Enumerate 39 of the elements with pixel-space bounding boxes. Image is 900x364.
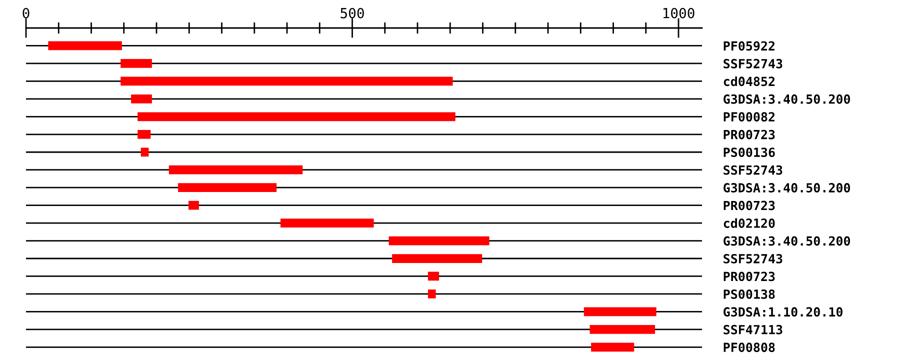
y-tick-label: PS00136	[724, 148, 775, 158]
x-tick-label: 0	[22, 8, 30, 18]
bar	[591, 342, 634, 352]
y-tick-label: G3DSA:3.40.50.200	[724, 236, 850, 246]
x-tick-label: 1000	[663, 8, 694, 18]
y-tick-label: PF05922	[724, 41, 774, 51]
bar	[48, 41, 122, 50]
y-tick-label: PF00082	[724, 112, 774, 122]
bar	[590, 324, 656, 334]
x-tick-label: 500	[340, 8, 364, 18]
y-tick-label: cd04852	[724, 76, 774, 86]
bar	[120, 59, 152, 68]
y-tick-label: cd02120	[724, 218, 775, 228]
y-tick-label: SSF52743	[724, 165, 782, 175]
y-tick-label: G3DSA:1.10.20.10	[724, 307, 842, 317]
bar	[428, 272, 440, 281]
y-tick-label: PF00808	[724, 342, 775, 352]
y-tick-label: PR00723	[724, 272, 775, 282]
bar	[168, 165, 303, 174]
y-tick-label: SSF52743	[724, 254, 782, 264]
bar	[392, 254, 482, 263]
y-tick-label: G3DSA:3.40.50.200	[724, 183, 850, 193]
y-tick-label: G3DSA:3.40.50.200	[724, 94, 850, 104]
bar	[584, 307, 656, 316]
bar	[138, 112, 456, 122]
bar	[138, 130, 151, 139]
bar	[280, 218, 374, 228]
y-tick-label: PR00723	[724, 200, 775, 210]
bar	[131, 94, 152, 104]
bar	[388, 236, 490, 246]
y-tick-label: PR00723	[724, 130, 775, 140]
bar	[188, 200, 199, 210]
y-tick-label: SSF52743	[724, 58, 782, 68]
y-tick-label: SSF47113	[724, 324, 782, 334]
bar	[178, 183, 277, 192]
bar	[140, 148, 149, 157]
y-tick-label: PS00138	[724, 289, 775, 299]
bar	[120, 76, 453, 86]
bar	[428, 290, 436, 298]
